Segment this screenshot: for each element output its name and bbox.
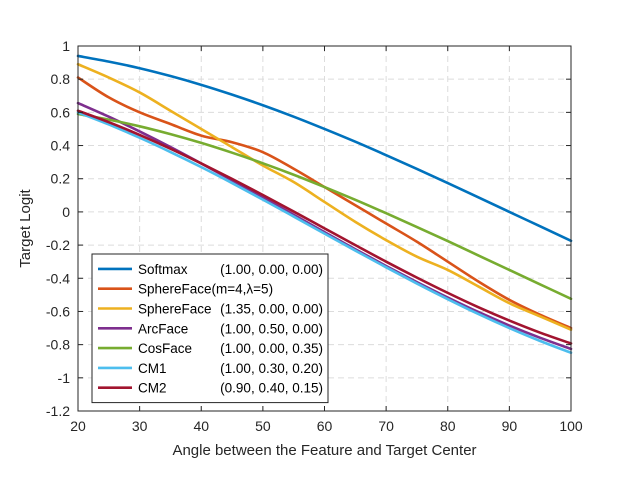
y-tick-label: 0.4	[51, 138, 71, 154]
legend-params: (1.00, 0.00, 0.35)	[220, 341, 323, 356]
legend-label: SphereFace	[138, 302, 212, 317]
x-tick-label: 40	[193, 418, 209, 434]
x-tick-label: 30	[132, 418, 148, 434]
y-tick-label: 0.2	[51, 171, 71, 187]
legend-label: ArcFace	[138, 321, 188, 336]
x-tick-label: 70	[378, 418, 394, 434]
y-tick-label: 0.6	[51, 104, 71, 120]
legend-label: CM2	[138, 381, 167, 396]
y-tick-label: 0	[62, 204, 70, 220]
y-tick-label: 0.8	[51, 71, 71, 87]
legend-params: (1.00, 0.30, 0.20)	[220, 361, 323, 376]
legend: Softmax (1.00, 0.00, 0.00) SphereFace(m=4,…	[91, 253, 329, 404]
x-tick-label: 50	[255, 418, 271, 434]
y-tick-label: -1	[58, 370, 71, 386]
legend-params: (1.35, 0.00, 0.00)	[220, 302, 323, 317]
legend-label: CosFace	[138, 341, 192, 356]
y-tick-label: -0.8	[46, 337, 70, 353]
legend-params: (1.00, 0.50, 0.00)	[220, 321, 323, 336]
y-tick-label: 1	[62, 38, 70, 54]
series-line-softmax	[76, 54, 573, 243]
y-axis-label: Target Logit	[17, 188, 34, 267]
x-tick-label: 20	[70, 418, 86, 434]
series-line-sphereface	[76, 62, 573, 331]
x-tick-label: 90	[502, 418, 518, 434]
x-tick-label: 60	[317, 418, 333, 434]
legend-params: (0.90, 0.40, 0.15)	[220, 381, 323, 396]
x-axis-label: Angle between the Feature and Target Cen…	[172, 442, 476, 459]
series-line-cm1	[76, 111, 573, 355]
y-tick-label: -0.4	[46, 270, 70, 286]
y-tick-label: -1.2	[46, 403, 70, 419]
x-tick-label: 80	[440, 418, 456, 434]
series-lines	[76, 54, 573, 355]
axis-ticks: 20 30 40 50 60 70 80 90 100 -1.2 -1 -0.8 -0.6 -0.4 -0.…	[46, 38, 583, 434]
y-tick-label: -0.2	[46, 237, 70, 253]
legend-params: (1.00, 0.00, 0.00)	[220, 262, 323, 277]
legend-label: Softmax	[138, 262, 188, 277]
x-tick-label: 100	[559, 418, 583, 434]
series-line-arcface	[76, 101, 573, 351]
legend-label: CM1	[138, 361, 167, 376]
y-tick-label: -0.6	[46, 303, 70, 319]
series-line-cosface	[76, 112, 573, 301]
series-line-cm2	[76, 109, 573, 345]
legend-label: SphereFace(m=4,λ=5)	[138, 282, 273, 297]
